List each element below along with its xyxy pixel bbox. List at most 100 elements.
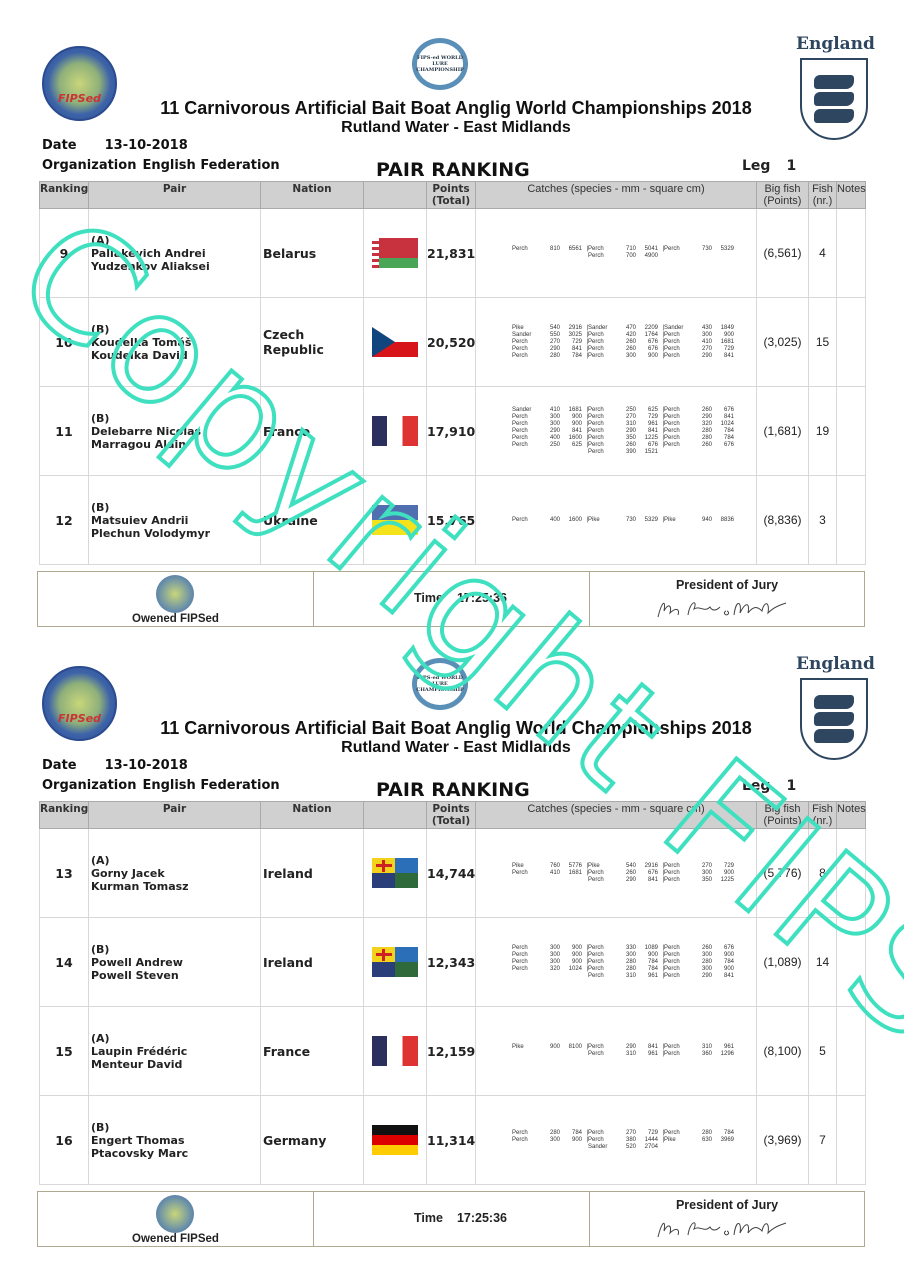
catch-length: 270 (549, 338, 560, 345)
notes-cell (836, 297, 866, 387)
angler-name: Engert Thomas (91, 1133, 185, 1147)
date-value: 13-10-2018 (104, 138, 188, 153)
owner-section: Owened FIPSed (38, 1192, 314, 1246)
catch-score: 4900 (644, 253, 658, 259)
catch-entry: Sander 550 3025 (512, 332, 588, 339)
catch-score: 676 (647, 345, 658, 352)
rank-cell: 16 (39, 1095, 89, 1185)
catch-length: 710 (625, 246, 636, 252)
catch-entry: Perch 400 1600 (512, 517, 588, 524)
table-row: 13 (A) Gorny Jacek Kurman Tomasz Ireland 1… (39, 828, 866, 918)
catch-length: 540 (625, 862, 636, 869)
angler-name: Ptacovsky Marc (91, 1146, 189, 1160)
catch-score: 1225 (644, 434, 658, 441)
catch-line: Perch 400 1600 Pike 730 5329 Pike 940 8836 (512, 517, 756, 524)
catch-score: 2916 (568, 324, 582, 331)
page-title: 11 Carnivorous Artificial Bait Boat Angl… (160, 718, 752, 738)
catch-entry: Perch 320 1024 (512, 966, 588, 973)
catch-entry: Perch 300 900 (588, 952, 664, 959)
catch-length: 470 (625, 324, 636, 331)
column-header: Points (Total) (426, 801, 476, 829)
catch-species: Sander (588, 324, 608, 331)
catch-length: 300 (549, 420, 560, 427)
catch-species: Perch (588, 427, 604, 434)
catch-line: Perch 290 841 Perch 260 676 Perch 270 729 (512, 346, 756, 353)
catch-length: 290 (625, 1044, 636, 1050)
ireland-flag-icon (372, 947, 418, 977)
catch-length: 300 (625, 951, 636, 958)
catch-score: 676 (723, 944, 734, 951)
catch-entry: Perch 280 784 (664, 435, 740, 442)
catch-score: 784 (723, 427, 734, 434)
notes-cell (836, 208, 866, 298)
catch-length: 300 (625, 352, 636, 359)
catch-species: Perch (664, 1129, 680, 1136)
catch-score: 784 (723, 1129, 734, 1136)
organization-value: English Federation (142, 778, 280, 793)
notes-cell (836, 386, 866, 476)
column-header: Points (Total) (426, 181, 476, 209)
catches-cell: Perch8106561Perch7105041Perch7305329Perc… (475, 208, 757, 298)
catch-entry: Perch 310 961 (664, 1044, 740, 1051)
catch-length: 260 (701, 441, 712, 448)
catch-species: Perch (512, 427, 528, 434)
catch-length: 290 (549, 427, 560, 434)
catch-line: Perch 290 841 Perch 290 841 Perch 280 784 (512, 428, 756, 435)
nation-cell: Ukraine (260, 475, 364, 565)
catch-length: 290 (549, 345, 560, 352)
catch-score: 2209 (644, 324, 658, 331)
catch-entry: Perch 260 676 (664, 442, 740, 449)
catch-line: Sander 520 2704 (512, 1144, 756, 1151)
catch-species: Sander (664, 324, 684, 331)
catch-species: Perch (512, 420, 528, 427)
column-header: Notes (836, 181, 866, 209)
catch-score: 784 (723, 434, 734, 441)
catch-length: 280 (549, 1129, 560, 1136)
catch-length: 300 (549, 951, 560, 958)
catch-length: 360 (701, 1051, 712, 1057)
catch-entry: Perch 320 1024 (664, 421, 740, 428)
england-crest-icon (800, 58, 868, 140)
catch-species: Sander (588, 1143, 608, 1150)
catch-score: 841 (647, 427, 658, 434)
catch-entry: Perch 350 1225 (664, 877, 740, 884)
catch-score: 784 (723, 958, 734, 965)
flag-cell (363, 386, 427, 476)
date-label: Date (42, 758, 77, 773)
catch-score: 5776 (568, 862, 582, 869)
catch-entry: Perch 300 900 (664, 952, 740, 959)
catch-score: 729 (723, 862, 734, 869)
catch-species: Perch (512, 441, 528, 448)
time-value: 17:25:36 (456, 1211, 507, 1225)
catch-score: 900 (571, 951, 582, 958)
catch-species: Perch (588, 406, 604, 413)
table-row: 11 (B) Delebarre Nicolas Marragou Alain Fr… (39, 386, 866, 476)
catch-entry: Perch 290 841 (588, 1044, 664, 1051)
catch-entry: Pike 540 2916 (512, 325, 588, 332)
catch-score: 729 (647, 413, 658, 420)
catch-entry: Perch 290 841 (664, 414, 740, 421)
flag-cell (363, 828, 427, 918)
catch-score: 8100 (568, 1044, 582, 1050)
catch-length: 730 (625, 516, 636, 523)
pair-cell: (B) Engert Thomas Ptacovsky Marc (88, 1095, 261, 1185)
catch-entry: Perch 290 841 (664, 973, 740, 980)
leg-label: Leg (742, 158, 771, 174)
pair-cell: (A) Paliakevich Andrei Yudzenkov Aliaksei (88, 208, 261, 298)
catch-species: Perch (664, 345, 680, 352)
catch-entry: Perch 270 729 (664, 863, 740, 870)
catch-entry: Perch 310 961 (588, 421, 664, 428)
catch-length: 290 (625, 427, 636, 434)
pair-group: (B) (91, 411, 110, 425)
pair-cell: (A) Gorny Jacek Kurman Tomasz (88, 828, 261, 918)
points-cell: 20,520 (426, 297, 476, 387)
catch-score: 784 (571, 352, 582, 359)
catch-entry: Pike 730 5329 (588, 517, 664, 524)
catch-score: 676 (723, 441, 734, 448)
catch-entry: Perch 350 1225 (588, 435, 664, 442)
catch-length: 350 (701, 876, 712, 883)
catch-species: Perch (512, 338, 528, 345)
catch-species: Pike (512, 324, 524, 331)
catch-length: 300 (701, 869, 712, 876)
catch-entry: Perch 250 625 (512, 442, 588, 449)
